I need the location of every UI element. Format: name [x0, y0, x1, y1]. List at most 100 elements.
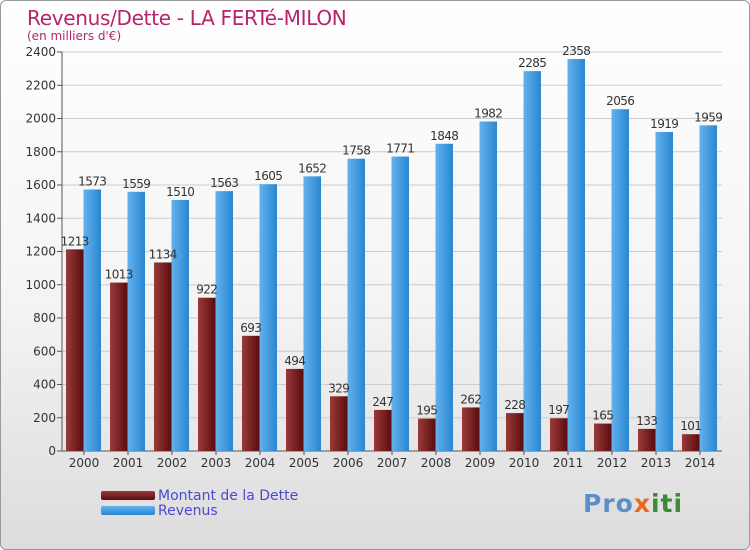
data-label-debt: 1213 [61, 234, 89, 248]
bar-revenue [303, 176, 321, 452]
y-tick-label: 400 [33, 378, 56, 392]
bar-revenue [215, 191, 233, 451]
bar-revenue [347, 158, 365, 452]
y-tick-label: 2200 [25, 78, 56, 92]
y-tick-label: 800 [33, 311, 56, 325]
data-label-revenue: 1510 [166, 185, 194, 199]
bar-revenue [611, 109, 629, 451]
bar-debt [418, 418, 436, 451]
data-label-revenue: 1959 [694, 110, 722, 124]
bar-debt [594, 423, 612, 451]
data-label-debt: 101 [680, 419, 701, 433]
y-tick-label: 1800 [25, 145, 56, 159]
data-label-debt: 1013 [105, 268, 133, 282]
x-tick-label: 2004 [245, 456, 276, 470]
y-tick-label: 2400 [25, 45, 56, 59]
x-tick-label: 2001 [113, 456, 144, 470]
data-label-debt: 922 [196, 283, 217, 297]
x-tick-label: 2009 [465, 456, 496, 470]
data-label-debt: 247 [372, 395, 393, 409]
bar-debt [198, 297, 216, 451]
x-tick-label: 2010 [509, 456, 540, 470]
y-tick-label: 1000 [25, 278, 56, 292]
bar-debt [374, 409, 392, 451]
bar-debt [550, 418, 568, 451]
data-label-debt: 693 [240, 321, 261, 335]
chart-subtitle: (en milliers d'€) [27, 29, 122, 43]
bar-debt [154, 262, 172, 451]
bar-revenue [523, 71, 541, 452]
bar-debt [330, 396, 348, 451]
data-label-revenue: 2358 [562, 44, 590, 58]
x-tick-label: 2002 [157, 456, 188, 470]
data-label-revenue: 1652 [298, 161, 326, 175]
bar-debt [682, 434, 700, 451]
data-label-debt: 329 [328, 381, 349, 395]
logo-part-2: x [633, 489, 651, 518]
data-label-revenue: 1919 [650, 117, 678, 131]
legend-item-revenue: Revenus [101, 502, 298, 519]
legend-item-debt: Montant de la Dette [101, 488, 298, 504]
bar-revenue [435, 143, 453, 451]
chart-title: Revenus/Dette - LA FERTé-MILON [27, 6, 347, 30]
data-label-revenue: 1605 [254, 169, 282, 183]
proxiti-logo: Proxiti [583, 489, 683, 518]
data-label-revenue: 1771 [386, 142, 414, 156]
data-label-revenue: 1758 [342, 144, 370, 158]
x-tick-label: 2005 [289, 456, 320, 470]
y-tick-label: 600 [33, 344, 56, 358]
bar-revenue [567, 58, 585, 452]
bar-debt [506, 413, 524, 451]
bar-revenue [391, 156, 409, 452]
bar-debt [462, 407, 480, 451]
x-tick-label: 2012 [597, 456, 628, 470]
bar-revenue [171, 199, 189, 451]
data-label-debt: 228 [504, 398, 525, 412]
legend-swatch-revenue [101, 506, 155, 515]
data-label-revenue: 1559 [122, 177, 150, 191]
bar-debt [638, 428, 656, 451]
y-tick-label: 1600 [25, 178, 56, 192]
bar-revenue [83, 189, 101, 451]
x-tick-label: 2008 [421, 456, 452, 470]
bar-revenue [655, 131, 673, 451]
data-label-debt: 165 [592, 409, 613, 423]
data-label-revenue: 1982 [474, 106, 502, 120]
data-label-debt: 494 [284, 354, 305, 368]
y-tick-label: 200 [33, 411, 56, 425]
legend-label-revenue: Revenus [158, 502, 218, 519]
data-label-revenue: 2285 [518, 56, 546, 70]
data-label-revenue: 1573 [78, 174, 106, 188]
bar-revenue [479, 121, 497, 452]
x-tick-label: 2014 [685, 456, 716, 470]
data-label-revenue: 1848 [430, 129, 458, 143]
x-tick-label: 2000 [69, 456, 100, 470]
bar-revenue [127, 191, 145, 451]
legend: Montant de la Dette Revenus [101, 488, 298, 519]
y-tick-label: 1200 [25, 245, 56, 259]
x-tick-label: 2006 [333, 456, 364, 470]
bar-revenue [259, 184, 277, 451]
y-tick-label: 0 [48, 444, 56, 458]
y-tick-label: 2000 [25, 112, 56, 126]
logo-part-3: iti [650, 489, 684, 518]
x-tick-label: 2003 [201, 456, 232, 470]
data-label-revenue: 2056 [606, 94, 634, 108]
bar-debt [66, 249, 84, 451]
x-tick-label: 2013 [641, 456, 672, 470]
bar-debt [286, 368, 304, 451]
bar-debt [242, 335, 260, 451]
data-label-debt: 1134 [149, 247, 177, 261]
y-tick-label: 1400 [25, 211, 56, 225]
data-label-revenue: 1563 [210, 176, 238, 190]
logo-part-1: Pro [583, 489, 634, 518]
data-label-debt: 262 [460, 392, 481, 406]
bar-revenue [699, 125, 717, 451]
data-label-debt: 195 [416, 404, 437, 418]
x-tick-label: 2011 [553, 456, 584, 470]
x-tick-label: 2007 [377, 456, 408, 470]
data-label-debt: 197 [548, 403, 569, 417]
legend-swatch-debt [101, 491, 155, 500]
